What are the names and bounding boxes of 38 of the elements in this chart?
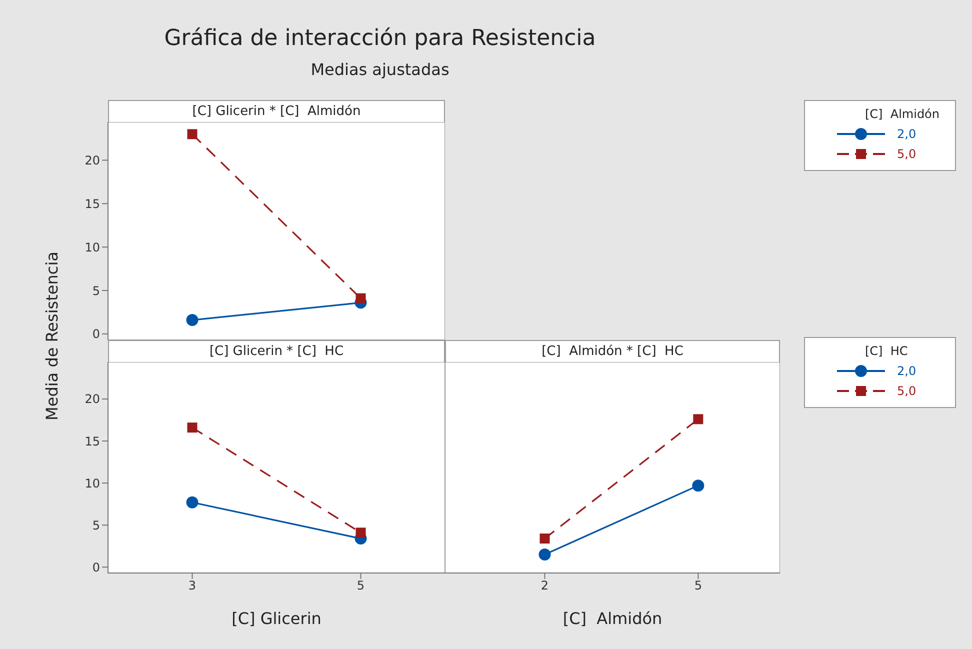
legend-label: 5,0: [897, 147, 916, 161]
point: [186, 314, 198, 326]
x-axis-title: [C] Almidón: [562, 609, 664, 628]
chart-title: [C] Almidón * [C] HC: [445, 340, 780, 363]
y-tick-label: 5: [92, 518, 100, 532]
y-tick-label: 15: [84, 434, 100, 448]
point: [186, 496, 198, 508]
y-tick-label: 20: [84, 153, 100, 168]
y-tick-label: 0: [92, 327, 100, 342]
y-tick-label: 20: [84, 392, 100, 406]
point: [692, 480, 704, 492]
x-tick-label: 5: [356, 578, 365, 593]
legend-title: [C] HC: [864, 344, 909, 358]
point: [187, 129, 198, 140]
y-tick-label: 0: [92, 560, 100, 574]
point: [356, 293, 366, 304]
point: [187, 422, 198, 433]
x-tick-label: 5: [694, 578, 702, 593]
chart-title: [C] Glicerin * [C] HC: [108, 340, 445, 363]
point: [356, 528, 366, 538]
legend-title: [C] Almidón: [864, 107, 941, 121]
chart-title: Gráfica de interacción para Resistencia: [163, 26, 597, 51]
chart-subtitle: Medias ajustadas: [310, 60, 450, 79]
point: [693, 414, 704, 424]
x-axis-title: [C] Glicerin: [230, 609, 322, 628]
legend-label: 2,0: [897, 364, 916, 378]
y-tick-label: 15: [84, 196, 100, 211]
y-tick-label: 5: [92, 284, 100, 298]
y-tick-label: 10: [84, 476, 100, 490]
text: [C] Glicerin * [C] Almidón: [108, 100, 445, 123]
x-tick-label: 3: [188, 578, 196, 593]
text: 5,0: [897, 384, 916, 398]
text: 2,0: [897, 127, 916, 141]
point: [538, 548, 551, 561]
x-tick-label: 2: [540, 578, 549, 593]
point: [540, 534, 550, 544]
y-tick-label: 10: [84, 240, 100, 254]
y-axis-title: Media de Resistencia: [42, 252, 62, 420]
